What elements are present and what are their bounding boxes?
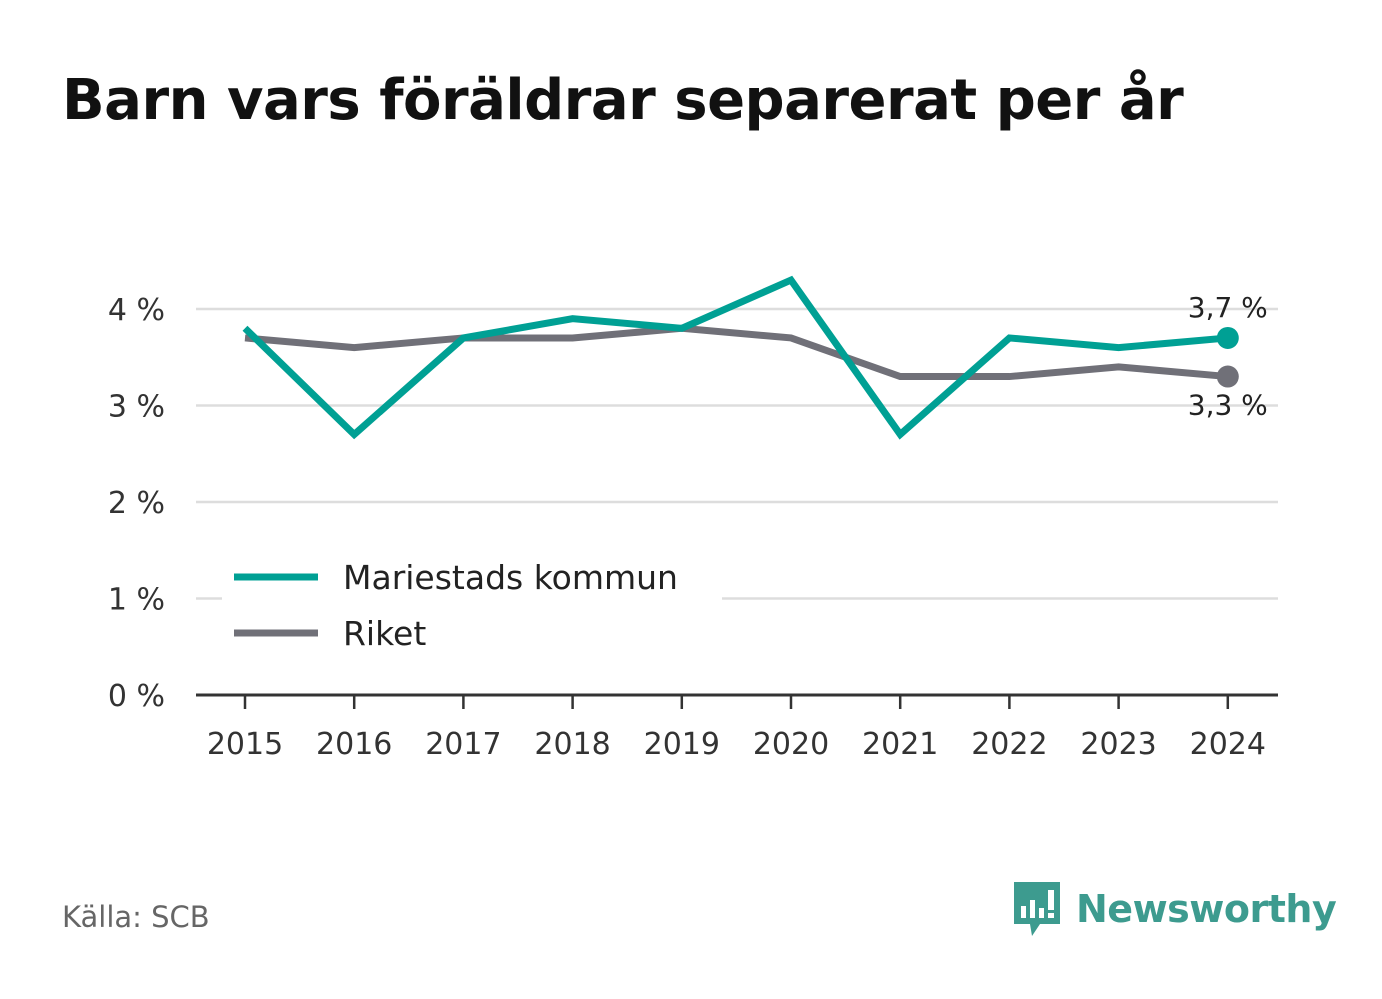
chart-title: Barn vars föräldrar separerat per år [62, 68, 1184, 133]
x-tick-label-2016: 2016 [316, 727, 392, 762]
x-tick-label-2024: 2024 [1190, 727, 1266, 762]
x-tick-label-2019: 2019 [644, 727, 720, 762]
newsworthy-logo-icon [1010, 878, 1064, 940]
end-point-riket [1216, 365, 1239, 388]
x-tick-label-2018: 2018 [534, 727, 610, 762]
y-tick-label-0: 0 % [108, 679, 165, 714]
y-axis-ticks: 0 % 1 % 2 % 3 % 4 % [108, 293, 165, 714]
series-line-riket [244, 324, 1229, 381]
series-line-kommun [242, 275, 1229, 440]
x-tick-label-2020: 2020 [753, 727, 829, 762]
legend-label-kommun: Mariestads kommun [343, 558, 678, 597]
legend-label-riket: Riket [343, 614, 426, 653]
y-tick-label-4: 4 % [108, 293, 165, 328]
end-label-riket: 3,3 % [1188, 389, 1268, 422]
end-label-kommun: 3,7 % [1188, 291, 1268, 324]
y-tick-label-1: 1 % [108, 583, 165, 618]
x-tick-label-2023: 2023 [1080, 727, 1156, 762]
end-point-kommun [1216, 326, 1239, 349]
x-axis: 2015 2016 2017 2018 2019 2020 2021 2022 2023 2024 [196, 693, 1278, 762]
legend-background [222, 545, 722, 665]
y-tick-label-3: 3 % [108, 390, 165, 425]
source-text: Källa: SCB [62, 900, 210, 934]
y-tick-label-2: 2 % [108, 486, 165, 521]
end-labels: 3,7 % 3,3 % [1188, 291, 1268, 422]
legend: Mariestads kommun Riket [222, 545, 722, 665]
x-tick-label-2021: 2021 [862, 727, 938, 762]
x-tick-label-2022: 2022 [971, 727, 1047, 762]
x-tick-label-2017: 2017 [425, 727, 501, 762]
newsworthy-logo-text: Newsworthy [1076, 887, 1337, 931]
series-lines [242, 275, 1239, 440]
x-tick-label-2015: 2015 [207, 727, 283, 762]
newsworthy-logo: Newsworthy [1010, 878, 1337, 940]
